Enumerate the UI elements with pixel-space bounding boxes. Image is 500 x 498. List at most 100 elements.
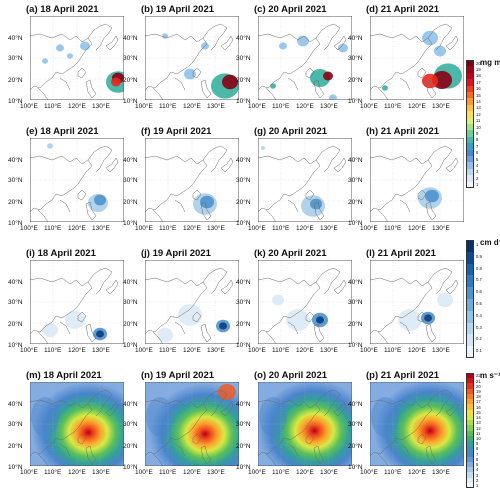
concentration-blob [219,322,227,330]
colorbar-tick-label: 9 [476,131,479,136]
longitude-label: 130°E [432,225,450,232]
longitude-label: 110°E [384,225,402,232]
map-panel: (a) 18 April 2021 40°N 30°N 20°N 10°N 100°E 11… [8,4,124,110]
colorbar-tick-label: 0.5 [476,300,482,306]
colorbar-swatch [466,143,474,150]
longitude-label: 130°E [92,469,110,476]
colorbar-swatch [466,430,474,437]
map-panel: (n) 19 April 2021 40°N 30°N 20°N 10°N 100°E 11… [123,370,239,476]
latitude-label: 20°N [348,321,363,328]
colorbar-tick-label: 16 [476,86,481,92]
colorbar-swatch [466,299,474,312]
colorbar-tick-label: 0.9 [476,253,482,259]
colorbar-tick-label: 19 [476,388,481,394]
longitude-label: 110°E [44,347,62,354]
map-area [145,260,239,344]
latitude-label: 10°N [123,98,138,105]
latitude-label: 40°N [348,157,363,164]
concentration-blob [432,71,452,89]
concentration-blob [434,45,446,57]
longitude-label: 130°E [92,347,110,354]
colorbar-tick-label: 4 [476,467,479,473]
concentration-blob [178,304,202,326]
latitude-label: 10°N [123,464,138,471]
colorbar-tick-label: 11 [476,430,481,436]
colorbar-tick-label: 14 [476,99,481,104]
longitude-label: 120°E [408,225,426,232]
latitude-label: 20°N [236,77,251,84]
longitude-label: 100°E [360,225,378,232]
colorbar-tick-label: 5 [476,462,479,468]
latitude-label: 30°N [236,177,251,184]
colorbar-tick-label: 13 [476,105,481,111]
concentration-blob [42,322,58,338]
colorbar-tick-label: 0.1 [476,348,482,354]
colorbar-swatch [466,393,474,400]
colorbar-swatch [466,60,474,67]
colorbar-swatch [466,72,474,80]
colorbar-swatch [466,181,474,189]
longitude-label: 100°E [360,469,378,476]
longitude-label: 130°E [207,469,225,476]
panel-title: (g) 20 April 2021 [254,126,328,137]
longitude-label: 120°E [183,103,201,110]
colorbar-swatch [466,404,474,410]
concentration-blob [261,146,265,150]
colorbar-swatch [466,477,474,484]
longitude-label: 130°E [320,225,338,232]
latitude-label: 40°N [236,35,251,42]
map-panel: (h) 21 April 2021 40°N 30°N 20°N 10°N 100°E 11… [348,126,464,232]
colorbar-swatch [466,310,474,323]
panel-title: (l) 21 April 2021 [366,248,436,259]
latitude-label: 30°N [348,55,363,62]
latitude-label: 20°N [123,321,138,328]
latitude-label: 40°N [123,401,138,408]
longitude-label: 110°E [272,347,290,354]
latitude-label: 30°N [123,421,138,428]
concentration-blob [96,330,104,338]
latitude-label: 20°N [8,199,23,206]
colorbar-tick-label: 12 [476,425,481,431]
latitude-label: 30°N [348,421,363,428]
longitude-label: 120°E [183,347,201,354]
map-panel: (l) 21 April 2021 40°N 30°N 20°N 10°N 100°E 11… [348,248,464,354]
longitude-label: 130°E [320,469,338,476]
colorbar-swatch [466,104,474,112]
colorbar-swatch [466,446,474,452]
map-panel: (g) 20 April 2021 40°N 30°N 20°N 10°N 100°E 11… [236,126,352,232]
map-area [370,382,464,466]
concentration-blob [80,41,90,51]
colorbar-swatch [466,456,474,463]
colorbar-wind: m s⁻¹ 22 21 20 19 18 17 16 15 14 13 12 11 10 9 8 7 6 5 4 3 2 1 [466,371,500,489]
colorbar-swatch [466,263,474,276]
colorbar-tick-label: 20 [476,383,481,389]
coastline [258,267,347,344]
longitude-label: 100°E [248,469,266,476]
colorbar-tick-label: 17 [476,399,481,405]
wind-jet [218,384,236,400]
map-area [145,382,239,466]
colorbar-tick-label: 8 [476,446,479,452]
panel-title: (h) 21 April 2021 [366,126,440,137]
coastline [30,389,119,466]
colorbar-swatch [466,251,474,264]
colorbar-tick-label: 1 [476,483,479,489]
colorbar-tick-label: 3 [476,472,479,478]
longitude-label: 110°E [384,347,402,354]
latitude-label: 30°N [8,177,23,184]
colorbar-swatch [466,79,474,86]
concentration-blob [297,35,309,47]
map-panel: (o) 20 April 2021 40°N 30°N 20°N 10°N 100°E 11… [236,370,352,476]
colorbar-tick-label: 15 [476,92,481,98]
colorbar-swatch [466,85,474,93]
latitude-label: 40°N [8,157,23,164]
coastline [258,145,347,222]
colorbar-swatch [466,130,474,138]
longitude-label: 110°E [272,225,290,232]
latitude-label: 30°N [236,299,251,306]
colorbar-swatch [466,409,474,416]
latitude-label: 30°N [236,421,251,428]
longitude-label: 120°E [68,469,86,476]
colorbar-tick-label: 6 [476,150,479,156]
longitude-label: 100°E [360,103,378,110]
